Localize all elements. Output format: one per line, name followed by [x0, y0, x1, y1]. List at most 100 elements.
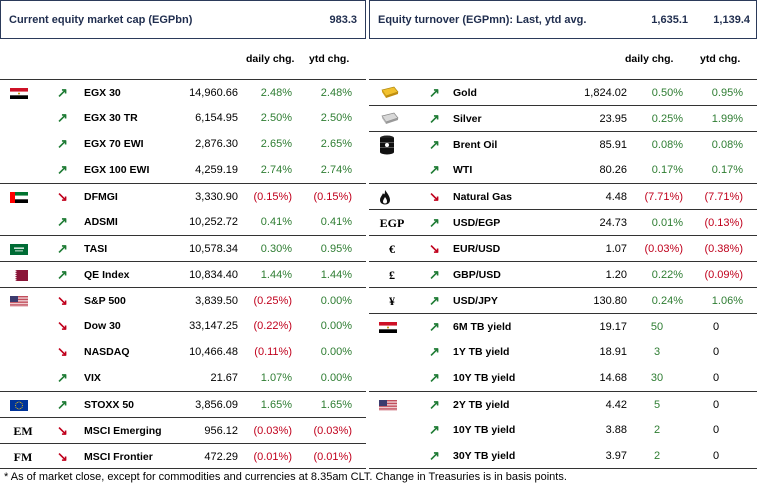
equity-market-cap-header: Current equity market cap (EGPbn) 983.3 [0, 0, 366, 39]
ytd-change: 1.06% [711, 295, 743, 307]
instrument-name: 2Y TB yield [453, 399, 510, 411]
instrument-value: 472.29 [204, 451, 238, 463]
ytd-change: 0 [712, 424, 720, 436]
table-row: ↗ EGX 70 EWI 2,876.30 2.65% 2.65% [0, 131, 366, 157]
table-row: ↗ Gold 1,824.02 0.50% 0.95% [369, 79, 757, 105]
commodities-fx-table: ↗ Gold 1,824.02 0.50% 0.95% ↗ Silver 23.95 0.25%… [369, 79, 757, 469]
instrument-value: 130.80 [593, 295, 627, 307]
arrow-up-icon: ↗ [57, 85, 68, 100]
flag-qatar-icon [10, 262, 28, 288]
daily-change: 0.41% [260, 216, 292, 228]
daily-change: 0.08% [651, 139, 683, 151]
ytd-change: (0.01%) [313, 451, 352, 463]
daily-change: 2 [653, 424, 661, 436]
ytd-change: 0.00% [320, 295, 352, 307]
arrow-down-icon: ↘ [57, 318, 68, 333]
arrow-down-icon: ↘ [57, 344, 68, 359]
table-row: ↗ EGX 30 14,960.66 2.48% 2.48% [0, 79, 366, 105]
egp-icon: EGP [379, 216, 405, 230]
ytd-change: 0.95% [711, 87, 743, 99]
table-row: EGP ↗ USD/EGP 24.73 0.01% (0.13%) [369, 209, 757, 235]
instrument-name: EGX 30 TR [84, 112, 138, 124]
instrument-value: 21.67 [210, 372, 238, 384]
instrument-value: 3.97 [605, 450, 627, 462]
ytd-change: 0 [712, 321, 720, 333]
arrow-up-icon: ↗ [429, 319, 440, 334]
instrument-value: 3,330.90 [195, 191, 238, 203]
daily-change: (7.71%) [644, 191, 683, 203]
ytd-change: (0.13%) [704, 217, 743, 229]
instrument-value: 2,876.30 [195, 138, 238, 150]
daily-change: (0.22%) [253, 320, 292, 332]
table-row: ↗ Brent Oil 85.91 0.08% 0.08% [369, 131, 757, 157]
instrument-value: 4,259.19 [195, 164, 238, 176]
gold-bar-icon [379, 80, 399, 106]
daily-change: 1.65% [260, 399, 292, 411]
instrument-value: 3,856.09 [195, 399, 238, 411]
instrument-value: 33,147.25 [189, 320, 238, 332]
daily-change: (0.25%) [253, 295, 292, 307]
instrument-name: EUR/USD [453, 243, 501, 255]
silver-bar-icon [379, 106, 399, 132]
ytd-change: 1.65% [320, 399, 352, 411]
table-row: ↘ Natural Gas 4.48 (7.71%) (7.71%) [369, 183, 757, 209]
daily-change: 0.24% [651, 295, 683, 307]
daily-change: 2.50% [260, 112, 292, 124]
flag-egypt-icon [10, 80, 28, 106]
instrument-name: USD/EGP [453, 217, 501, 229]
instrument-name: Silver [453, 113, 482, 125]
arrow-down-icon: ↘ [57, 449, 68, 464]
table-row: ↗ 30Y TB yield 3.97 2 0 [369, 443, 757, 469]
euro-icon: € [389, 242, 395, 256]
ytd-change: 1.99% [711, 113, 743, 125]
flag-eu-icon [10, 392, 28, 418]
instrument-value: 19.17 [599, 321, 627, 333]
instrument-value: 24.73 [599, 217, 627, 229]
column-header-row: daily chg. ytd chg. [0, 39, 366, 79]
arrow-up-icon: ↗ [57, 267, 68, 282]
daily-change: 0.01% [651, 217, 683, 229]
ytd-change: (0.38%) [704, 243, 743, 255]
table-row: € ↘ EUR/USD 1.07 (0.03%) (0.38%) [369, 235, 757, 261]
instrument-name: Gold [453, 87, 477, 99]
daily-change: 0.50% [651, 87, 683, 99]
instrument-value: 10,252.72 [189, 216, 238, 228]
panel-title: Equity turnover (EGPmn): Last, ytd avg. [378, 13, 587, 26]
arrow-up-icon: ↗ [429, 267, 440, 282]
ytd-change-column-header: ytd chg. [309, 53, 350, 65]
ytd-change: (7.71%) [704, 191, 743, 203]
instrument-name: STOXX 50 [84, 399, 134, 411]
arrow-up-icon: ↗ [429, 137, 440, 152]
equity-index-table: ↗ EGX 30 14,960.66 2.48% 2.48% ↗ EGX 30 TR 6,15… [0, 79, 366, 469]
arrow-down-icon: ↘ [57, 293, 68, 308]
instrument-value: 6,154.95 [195, 112, 238, 124]
instrument-value: 10,578.34 [189, 243, 238, 255]
instrument-value: 14.68 [599, 372, 627, 384]
instrument-name: Natural Gas [453, 191, 512, 203]
daily-change: 1.44% [260, 269, 292, 281]
instrument-value: 85.91 [599, 139, 627, 151]
ytd-change: (0.03%) [313, 425, 352, 437]
table-row: ↗ 10Y TB yield 14.68 30 0 [369, 365, 757, 391]
arrow-down-icon: ↘ [57, 423, 68, 438]
table-row: £ ↗ GBP/USD 1.20 0.22% (0.09%) [369, 261, 757, 287]
table-row: ↘ Dow 30 33,147.25 (0.22%) 0.00% [0, 313, 366, 339]
yen-icon: ¥ [389, 294, 395, 308]
daily-change: (0.03%) [253, 425, 292, 437]
table-row: ↗ Silver 23.95 0.25% 1.99% [369, 105, 757, 131]
instrument-value: 14,960.66 [189, 87, 238, 99]
ytd-change: 2.74% [320, 164, 352, 176]
table-row: ↗ 10Y TB yield 3.88 2 0 [369, 417, 757, 443]
arrow-up-icon: ↗ [429, 370, 440, 385]
table-row: ↗ EGX 30 TR 6,154.95 2.50% 2.50% [0, 105, 366, 131]
ytd-change: 0 [712, 450, 720, 462]
table-row: ↗ ADSMI 10,252.72 0.41% 0.41% [0, 209, 366, 235]
table-row: ↗ WTI 80.26 0.17% 0.17% [369, 157, 757, 183]
ytd-change: 0.41% [320, 216, 352, 228]
arrow-up-icon: ↗ [429, 293, 440, 308]
table-row: ↘ S&P 500 3,839.50 (0.25%) 0.00% [0, 287, 366, 313]
ytd-change: 0.95% [320, 243, 352, 255]
fm-icon: FM [13, 450, 33, 464]
flag-usa-icon [10, 288, 28, 314]
arrow-up-icon: ↗ [429, 215, 440, 230]
